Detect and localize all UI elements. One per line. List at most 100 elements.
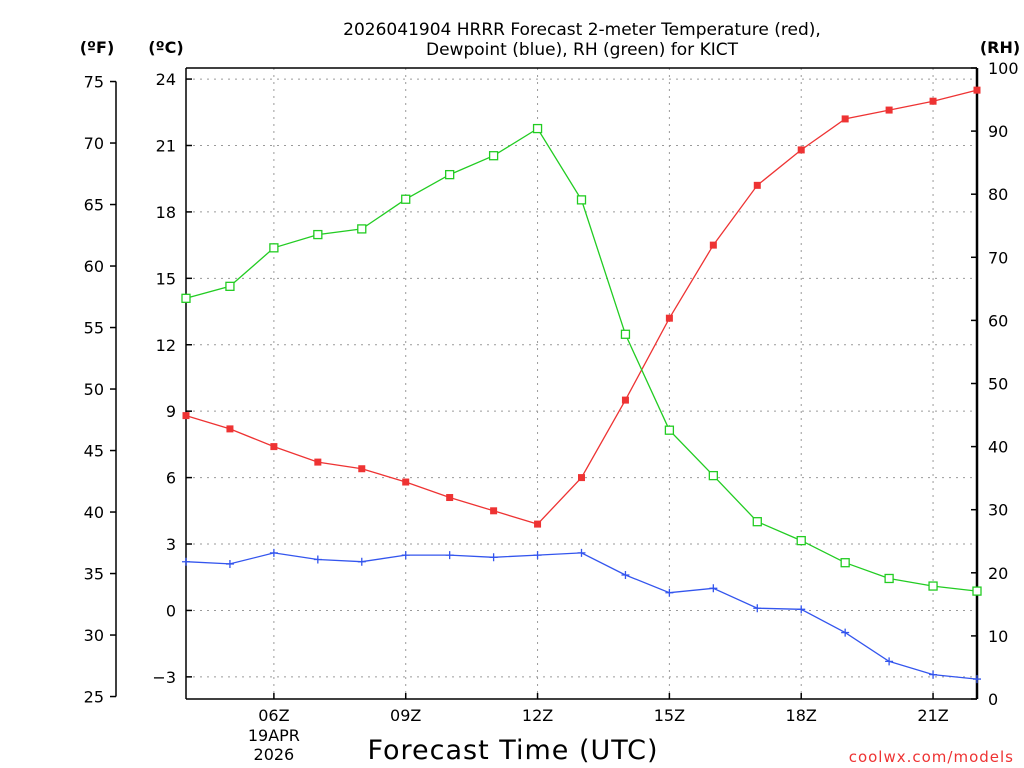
rh-tick-label: 70: [988, 248, 1008, 267]
temperature-point: [358, 465, 366, 473]
celsius-tick-label: 12: [156, 336, 176, 355]
rh-point: [357, 224, 367, 234]
fahrenheit-tick-label: 30: [84, 626, 104, 645]
rh-point: [928, 581, 938, 591]
dewpoint-point: [665, 588, 674, 597]
gridlines: [186, 68, 977, 699]
dewpoint-point: [445, 551, 454, 560]
rh-point: [445, 169, 455, 180]
temperature-point: [182, 412, 190, 420]
rh-point: [488, 151, 499, 161]
series-rh: [181, 123, 982, 596]
temperature-line: [185, 89, 978, 525]
dewpoint-point: [269, 548, 278, 557]
x-tick-label: 21Z: [917, 706, 948, 725]
x-tick-label: 12Z: [522, 706, 553, 725]
fahrenheit-tick-label: 50: [84, 380, 104, 399]
dewpoint-point: [841, 628, 850, 637]
temperature-point: [270, 443, 278, 451]
fahrenheit-tick-label: 55: [84, 319, 104, 338]
dewpoint-point: [357, 557, 366, 566]
dewpoint-point: [753, 604, 762, 613]
watermark: coolwx.com/models: [849, 748, 1014, 766]
dewpoint-point: [313, 555, 322, 564]
series-temperature: [182, 86, 981, 528]
dewpoint-point: [797, 605, 806, 614]
x-tick-label: 09Z: [390, 706, 421, 725]
temperature-point: [709, 241, 717, 249]
temperature-point: [885, 106, 893, 114]
fahrenheit-axis-label: (ºF): [80, 38, 115, 57]
rh-axis-label: (RH): [980, 38, 1020, 57]
fahrenheit-tick-label: 45: [84, 442, 104, 461]
celsius-tick-label: 9: [166, 402, 176, 421]
rh-point: [840, 558, 850, 568]
rh-point: [532, 123, 543, 134]
rh-tick-label: 20: [988, 564, 1008, 583]
rh-tick-label: 90: [988, 122, 1008, 141]
rh-point: [664, 425, 675, 435]
dewpoint-point: [929, 670, 938, 679]
temperature-point: [314, 458, 322, 466]
temperature-point: [973, 86, 981, 94]
chart-title: 2026041904 HRRR Forecast 2-meter Tempera…: [343, 20, 821, 60]
x-tick-label: 15Z: [654, 706, 685, 725]
date-label-day: 19APR: [248, 726, 300, 745]
celsius-tick-label: 6: [166, 469, 176, 488]
x-tick-label: 06Z: [258, 706, 289, 725]
celsius-tick-label: 15: [156, 269, 176, 288]
x-axis-label: Forecast Time (UTC): [367, 735, 658, 766]
temperature-point: [665, 314, 673, 322]
x-tick-label: 18Z: [786, 706, 817, 725]
dewpoint-line: [185, 552, 978, 680]
dewpoint-point: [225, 559, 234, 568]
celsius-tick-label: −3: [152, 668, 176, 687]
dewpoint-point: [973, 675, 981, 684]
dewpoint-point: [401, 551, 410, 560]
temperature-point: [621, 396, 629, 404]
rh-point: [972, 586, 982, 596]
temperature-point: [578, 474, 585, 482]
rh-point: [401, 194, 411, 204]
rh-tick-label: 40: [988, 438, 1008, 457]
fahrenheit-tick-label: 60: [84, 257, 104, 276]
celsius-tick-label: 3: [166, 535, 176, 554]
rh-point: [313, 229, 323, 240]
fahrenheit-tick-label: 70: [84, 134, 104, 153]
rh-point: [576, 195, 587, 205]
axes: 757065605550454035302524211815129630−310…: [84, 59, 1019, 764]
rh-tick-label: 80: [988, 185, 1008, 204]
temperature-point: [534, 520, 542, 528]
rh-tick-label: 30: [988, 501, 1008, 520]
celsius-tick-label: 0: [166, 601, 176, 620]
fahrenheit-tick-label: 65: [84, 196, 104, 215]
temperature-point: [841, 115, 849, 123]
rh-tick-label: 0: [988, 690, 998, 709]
fahrenheit-tick-label: 40: [84, 503, 104, 522]
dewpoint-point: [621, 571, 630, 580]
dewpoint-point: [885, 657, 894, 666]
rh-point: [708, 470, 718, 481]
dewpoint-point: [577, 548, 586, 557]
fahrenheit-tick-label: 35: [84, 565, 104, 584]
temperature-point: [402, 478, 410, 486]
dewpoint-point: [489, 553, 498, 562]
chart-title-line-2: Dewpoint (blue), RH (green) for KICT: [426, 40, 739, 60]
temperature-point: [446, 494, 454, 502]
dewpoint-point: [182, 557, 190, 566]
rh-point: [796, 535, 806, 546]
fahrenheit-tick-label: 25: [84, 688, 104, 707]
rh-point: [620, 329, 631, 339]
date-label-year: 2026: [254, 745, 295, 764]
dewpoint-point: [533, 551, 542, 560]
temperature-point: [753, 181, 761, 189]
rh-point: [225, 281, 235, 291]
temperature-point: [929, 97, 937, 105]
rh-point: [884, 573, 894, 584]
rh-point: [181, 293, 191, 303]
rh-point: [752, 517, 762, 527]
rh-tick-label: 60: [988, 311, 1008, 330]
chart-title-line-1: 2026041904 HRRR Forecast 2-meter Tempera…: [343, 20, 821, 40]
fahrenheit-tick-label: 75: [84, 73, 104, 92]
